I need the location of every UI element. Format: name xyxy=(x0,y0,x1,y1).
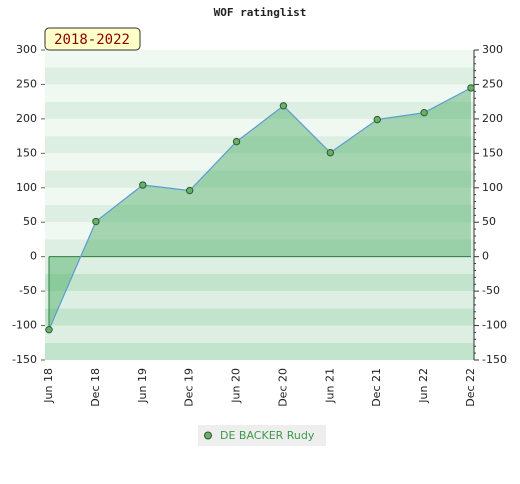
area-fill xyxy=(49,87,471,330)
marker xyxy=(232,137,241,146)
badge-box xyxy=(44,27,141,51)
y2-tick-label: 250 xyxy=(482,77,503,90)
x-tick-label: Jun 19 xyxy=(136,368,149,404)
stripe xyxy=(45,84,474,102)
stripe xyxy=(45,170,474,188)
stripe xyxy=(45,291,474,309)
y-tick-label: 50 xyxy=(23,215,37,228)
stripe xyxy=(45,239,474,257)
stripe xyxy=(45,67,474,85)
y-tick-label: 100 xyxy=(16,181,37,194)
y2-tick-label: 150 xyxy=(482,146,503,159)
stripe xyxy=(45,222,474,240)
x-tick-label: Jun 21 xyxy=(323,368,336,404)
stripe xyxy=(45,153,474,171)
x-tick-label: Jun 20 xyxy=(230,368,243,404)
plot-background xyxy=(45,50,474,360)
x-tick-label: Jun 22 xyxy=(417,368,430,404)
stripe xyxy=(45,256,474,274)
marker xyxy=(279,102,288,110)
chart-title: WOF ratinglist xyxy=(214,6,307,19)
marker xyxy=(45,325,53,334)
stripe xyxy=(45,187,474,205)
stripe xyxy=(45,205,474,223)
stripe xyxy=(45,308,474,326)
plot: -150 -100 -50 0 50 100 150 200 250 300 -150 -100 -50… xyxy=(12,43,507,407)
x-tick-label: Dec 21 xyxy=(370,368,383,407)
x-tick-label: Dec 22 xyxy=(464,368,477,407)
stripe xyxy=(45,50,474,68)
legend-label: DE BACKER Rudy xyxy=(220,429,315,442)
legend-marker xyxy=(204,431,212,440)
y2-tick-label: 300 xyxy=(482,43,503,56)
line xyxy=(48,87,472,330)
x-tick-label: Dec 19 xyxy=(183,368,196,407)
y-tick-label: -50 xyxy=(19,284,37,297)
marker xyxy=(326,148,335,157)
marker xyxy=(92,217,100,226)
marker xyxy=(185,186,194,195)
y2-tick-label: 0 xyxy=(482,250,489,263)
stripe xyxy=(45,342,474,360)
y-tick-label: 250 xyxy=(16,77,37,90)
marker xyxy=(420,108,428,117)
y2-tick-label: 100 xyxy=(482,181,503,194)
x-tick-label: Dec 18 xyxy=(89,368,102,407)
y2-tick-label: 200 xyxy=(482,112,503,125)
y-tick-label: -100 xyxy=(12,319,37,332)
y-tick-label: -150 xyxy=(12,353,37,366)
badge: 2018-2022 xyxy=(54,32,130,48)
x-tick-label: Jun 18 xyxy=(42,368,55,404)
stripe xyxy=(45,325,474,343)
y2-tick-label: -100 xyxy=(482,319,507,332)
y2-tick-label: -150 xyxy=(482,353,507,366)
stripe xyxy=(45,101,474,119)
stripe xyxy=(45,118,474,137)
marker xyxy=(373,115,381,124)
y-tick-label: 200 xyxy=(16,112,37,125)
x-tick-label: Dec 20 xyxy=(276,368,289,407)
y2-tick-label: -50 xyxy=(482,284,500,297)
legend-box xyxy=(198,425,326,446)
y2-tick-label: 50 xyxy=(482,215,496,228)
y-tick-label: 0 xyxy=(30,250,37,263)
y-tick-label: 300 xyxy=(16,43,37,56)
marker xyxy=(139,181,147,189)
stripe xyxy=(45,273,474,292)
marker xyxy=(467,84,475,92)
stripe xyxy=(45,136,474,154)
y-tick-label: 150 xyxy=(16,146,37,159)
